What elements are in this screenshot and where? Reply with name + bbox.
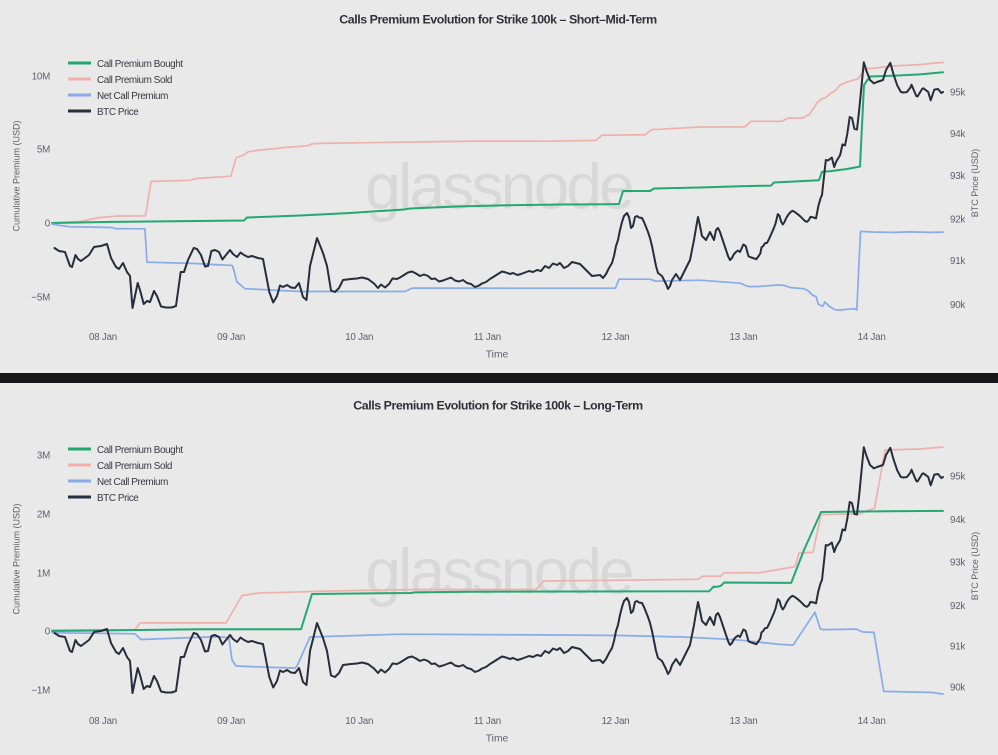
svg-text:08 Jan: 08 Jan xyxy=(89,332,117,343)
svg-text:Calls Premium Evolution for St: Calls Premium Evolution for Strike 100k … xyxy=(339,13,657,27)
svg-text:91k: 91k xyxy=(950,642,965,653)
svg-text:Net Call Premium: Net Call Premium xyxy=(97,91,168,102)
svg-text:Calls Premium Evolution for St: Calls Premium Evolution for Strike 100k … xyxy=(353,399,643,413)
svg-text:−5M: −5M xyxy=(31,293,50,304)
svg-text:BTC Price: BTC Price xyxy=(97,107,139,118)
svg-text:Cumulative Premium (USD): Cumulative Premium (USD) xyxy=(12,120,22,231)
svg-text:95k: 95k xyxy=(950,471,965,482)
svg-text:14 Jan: 14 Jan xyxy=(858,716,886,727)
svg-text:glassnode: glassnode xyxy=(365,536,632,608)
svg-text:10 Jan: 10 Jan xyxy=(345,332,373,343)
svg-text:12 Jan: 12 Jan xyxy=(601,716,629,727)
svg-text:1M: 1M xyxy=(37,569,50,580)
svg-text:12 Jan: 12 Jan xyxy=(601,332,629,343)
svg-text:10M: 10M xyxy=(32,72,50,83)
svg-text:Net Call Premium: Net Call Premium xyxy=(97,477,168,488)
svg-text:09 Jan: 09 Jan xyxy=(217,332,245,343)
svg-text:Call Premium Bought: Call Premium Bought xyxy=(97,59,183,70)
svg-text:BTC Price (USD): BTC Price (USD) xyxy=(970,532,980,601)
svg-text:93k: 93k xyxy=(950,171,965,182)
svg-text:3M: 3M xyxy=(37,451,50,462)
svg-text:0: 0 xyxy=(45,627,51,638)
svg-text:93k: 93k xyxy=(950,557,965,568)
svg-text:08 Jan: 08 Jan xyxy=(89,716,117,727)
svg-text:11 Jan: 11 Jan xyxy=(474,332,501,343)
svg-text:Cumulative Premium (USD): Cumulative Premium (USD) xyxy=(12,503,22,614)
svg-text:BTC Price (USD): BTC Price (USD) xyxy=(970,149,980,218)
svg-text:BTC Price: BTC Price xyxy=(97,493,139,504)
svg-text:Call Premium Sold: Call Premium Sold xyxy=(97,75,172,86)
svg-text:92k: 92k xyxy=(950,601,965,612)
svg-text:13 Jan: 13 Jan xyxy=(730,332,758,343)
svg-text:10 Jan: 10 Jan xyxy=(345,716,373,727)
svg-text:0: 0 xyxy=(45,219,51,230)
svg-text:Time: Time xyxy=(486,350,509,361)
svg-text:−1M: −1M xyxy=(31,686,50,697)
svg-text:94k: 94k xyxy=(950,129,965,140)
svg-text:09 Jan: 09 Jan xyxy=(217,716,245,727)
svg-text:Call Premium Sold: Call Premium Sold xyxy=(97,461,172,472)
svg-text:92k: 92k xyxy=(950,215,965,226)
svg-text:2M: 2M xyxy=(37,510,50,521)
svg-text:90k: 90k xyxy=(950,300,965,311)
svg-text:94k: 94k xyxy=(950,515,965,526)
svg-text:90k: 90k xyxy=(950,682,965,693)
svg-text:5M: 5M xyxy=(37,144,50,155)
svg-text:95k: 95k xyxy=(950,87,965,98)
svg-text:glassnode: glassnode xyxy=(365,151,632,223)
svg-text:11 Jan: 11 Jan xyxy=(474,716,501,727)
svg-text:13 Jan: 13 Jan xyxy=(730,716,758,727)
svg-text:Call Premium Bought: Call Premium Bought xyxy=(97,445,183,456)
svg-text:14 Jan: 14 Jan xyxy=(858,332,886,343)
svg-text:91k: 91k xyxy=(950,256,965,267)
svg-text:Time: Time xyxy=(486,734,509,745)
